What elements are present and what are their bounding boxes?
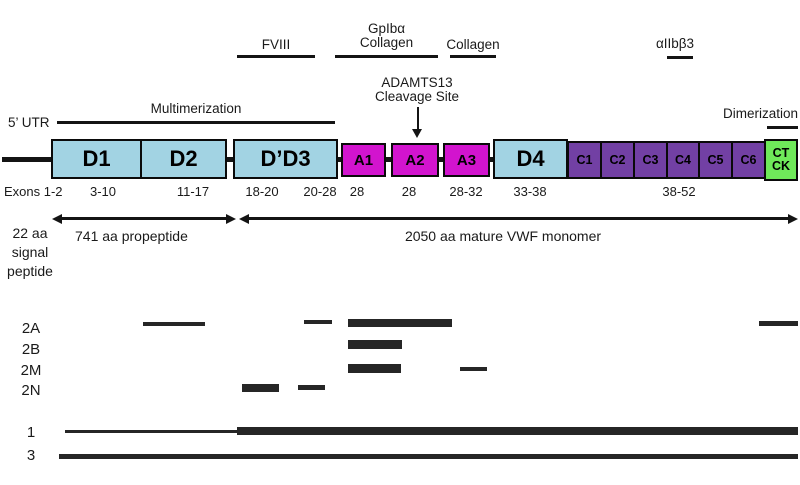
vwd-region-bar	[298, 385, 325, 390]
domain-c2: C2	[600, 141, 635, 179]
domain-ctck: CT CK	[764, 139, 798, 181]
exon-label-28-a2: 28	[401, 184, 417, 199]
domain-ct-label: CT	[772, 146, 790, 160]
vwd-region-bar	[348, 319, 452, 327]
vwd-row-label-2a: 2A	[21, 320, 41, 337]
signal-peptide-label: 22 aa signal peptide	[2, 224, 58, 281]
adamts13-arrow-shaft	[417, 107, 419, 130]
dimerization-range-line	[767, 126, 798, 129]
adamts13-label-line1: ADAMTS13	[381, 75, 453, 90]
mature-monomer-label: 2050 aa mature VWF monomer	[404, 228, 602, 244]
domain-c3: C3	[633, 141, 668, 179]
vwd-row-label-2b: 2B	[21, 341, 41, 358]
vwd-row-label-1: 1	[26, 424, 36, 441]
adamts13-label-line2: Cleavage Site	[374, 89, 460, 104]
signal-peptide-line2: signal	[11, 244, 49, 260]
vwd-region-bar	[143, 322, 205, 326]
domain-a1: A1	[341, 143, 386, 177]
dimerization-label: Dimerization	[722, 106, 798, 121]
aiibb3-range-line	[667, 56, 693, 59]
propeptide-label: 741 aa propeptide	[75, 228, 188, 244]
domain-dd3: D’D3	[233, 139, 338, 179]
exon-label-18-20: 18-20	[245, 184, 279, 199]
domain-d2: D2	[140, 139, 227, 179]
mature-arrow-left-icon	[239, 213, 249, 224]
domain-a3: A3	[443, 143, 490, 177]
domain-c6: C6	[731, 141, 766, 179]
mature-arrow-right-icon	[788, 213, 798, 224]
vwd-region-bar	[242, 384, 279, 392]
adamts13-arrow-head-icon	[412, 129, 422, 138]
exon-label-11-17: 11-17	[176, 184, 210, 199]
exon-label-1-2: Exons 1-2	[4, 184, 63, 199]
vwd-row-label-2n: 2N	[21, 382, 41, 399]
domain-a2: A2	[391, 143, 439, 177]
mature-arrow-line	[247, 217, 789, 220]
exon-label-28-a1: 28	[349, 184, 365, 199]
gpiba-label-line1: GpIbα	[367, 21, 406, 36]
vwd-region-bar	[460, 367, 487, 371]
vwd-region-bar	[304, 320, 332, 324]
collagen-range-line	[450, 55, 496, 58]
vwd-row-label-3: 3	[26, 447, 36, 464]
vwd-region-bar	[65, 430, 237, 433]
utr5-label: 5’ UTR	[8, 115, 50, 130]
vwd-row-label-2m: 2M	[20, 362, 42, 379]
gpiba-range-line	[335, 55, 438, 58]
multimerization-range-line	[57, 121, 335, 124]
domain-d4: D4	[493, 139, 568, 179]
exon-label-28-32: 28-32	[449, 184, 483, 199]
domain-c4: C4	[666, 141, 700, 179]
fviii-label: FVIII	[261, 37, 291, 52]
adamts13-annotation: ADAMTS13 Cleavage Site	[356, 76, 478, 104]
multimerization-label: Multimerization	[150, 101, 242, 116]
signal-peptide-line3: peptide	[7, 263, 53, 279]
gpiba-collagen-label: GpIbα Collagen	[335, 22, 438, 50]
vwd-region-bar	[59, 454, 798, 459]
exon-label-38-52: 38-52	[662, 184, 696, 199]
fviii-range-line	[237, 55, 315, 58]
signal-peptide-line1: 22 aa	[12, 225, 48, 241]
propeptide-arrow-left-icon	[52, 213, 62, 224]
vwd-region-bar	[348, 340, 402, 349]
domain-d1: D1	[51, 139, 142, 179]
domain-c5: C5	[698, 141, 733, 179]
collagen-label: Collagen	[446, 37, 500, 52]
aiibb3-label: αIIbβ3	[655, 36, 695, 51]
vwd-region-bar	[237, 427, 798, 435]
gpiba-label-line2: Collagen	[359, 35, 414, 50]
propeptide-arrow-right-icon	[226, 213, 236, 224]
exon-label-33-38: 33-38	[513, 184, 547, 199]
vwd-region-bar	[759, 321, 798, 326]
exon-label-3-10: 3-10	[89, 184, 117, 199]
vwd-region-bar	[348, 364, 401, 373]
propeptide-arrow-line	[60, 217, 228, 220]
domain-ck-label: CK	[771, 159, 791, 173]
exon-label-20-28: 20-28	[303, 184, 337, 199]
domain-c1: C1	[567, 141, 602, 179]
